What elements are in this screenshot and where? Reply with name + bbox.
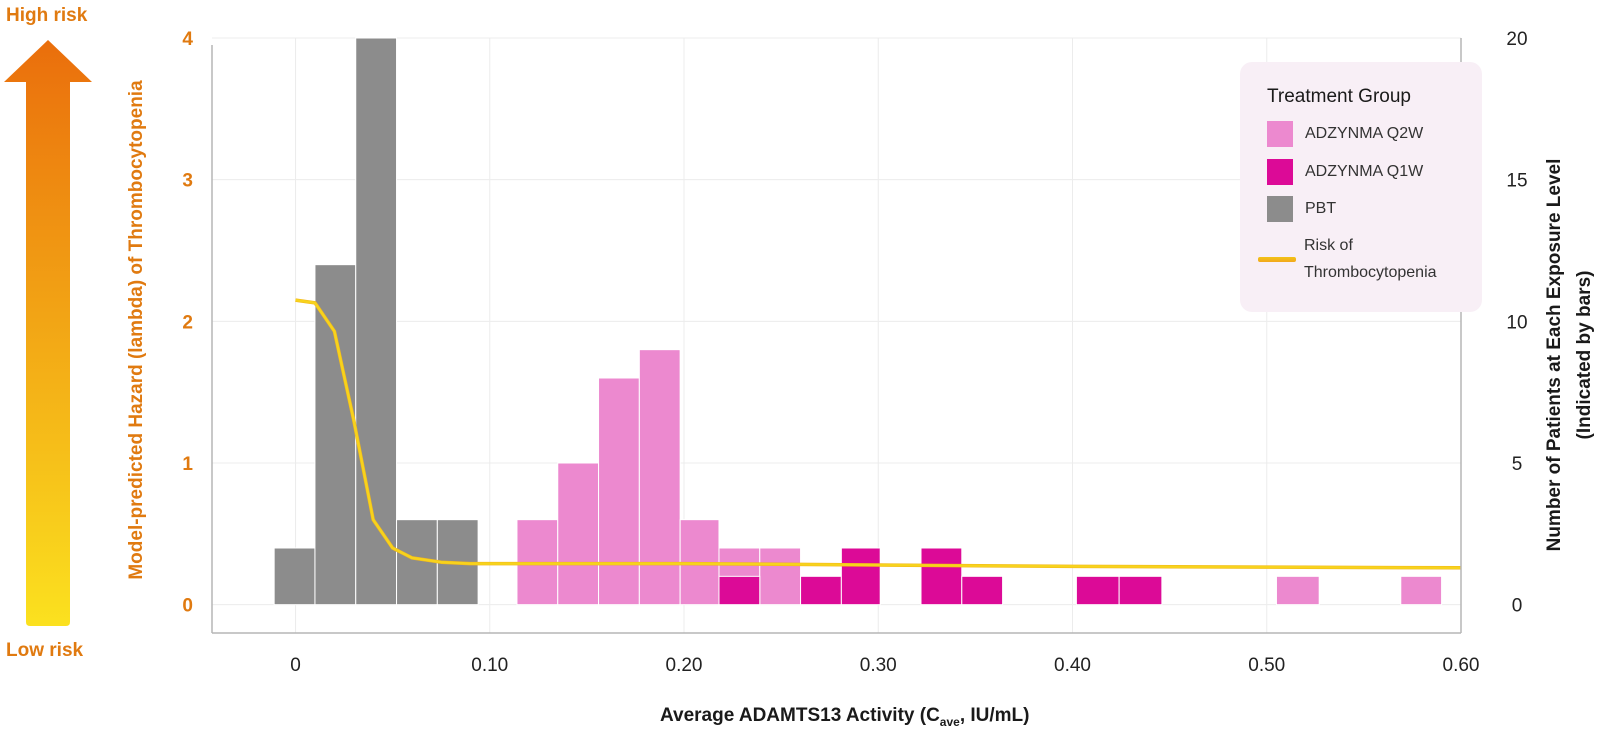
bar-q1w [1118,575,1163,606]
legend-item-q2w: ADZYNMA Q2W [1267,120,1423,148]
legend-label-risk-line1: Risk of [1304,237,1353,254]
legend-swatch-q1w [1267,159,1293,185]
x-tick-labels: 0 0.10 0.20 0.30 0.40 0.50 0.60 [290,655,1479,676]
x-tick-label: 0 [290,655,301,676]
low-risk-label: Low risk [6,640,84,661]
risk-arrow-icon [4,40,92,626]
bar-q1w [961,575,1004,606]
y-left-tick-label: 4 [182,29,193,50]
legend-label-q1w: ADZYNMA Q1W [1305,163,1424,180]
x-tick-label: 0.30 [860,655,897,676]
bar-pbt [314,264,357,606]
bar-q1w [920,547,963,606]
bar-q2w [638,349,681,606]
legend-swatch-pbt [1267,196,1293,222]
right-axis-title: Number of Patients at Each Exposure Leve… [1540,159,1600,552]
y-right-tick-label: 10 [1506,312,1527,333]
legend-label-q2w: ADZYNMA Q2W [1305,125,1424,142]
bar-q2w [1275,575,1320,606]
legend-label-risk: Risk of Thrombocytopenia [1304,232,1437,286]
bar-q2w [598,377,640,606]
x-axis-title-main: Average ADAMTS13 Activity (C [660,705,940,726]
x-axis-title-end: , IU/mL) [959,705,1030,726]
bar-q2w [557,462,600,606]
risk-curve-line [295,298,1462,570]
x-tick-label: 0.40 [1054,655,1091,676]
right-axis-title-line1: Number of Patients at Each Exposure Leve… [1544,158,1565,552]
legend-line-risk [1258,256,1296,262]
y-left-tick-labels: 0 1 2 3 4 [182,29,193,617]
right-axis-title-line2: (Indicated by bars) [1574,270,1595,440]
y-right-tick-label: 15 [1506,171,1527,192]
bar-q2w [1400,575,1443,606]
y-right-tick-label: 5 [1512,454,1523,475]
legend-label-risk-line2: Thrombocytopenia [1304,264,1437,281]
legend-item-pbt: PBT [1267,195,1336,223]
bar-q1w [1075,575,1120,606]
left-axis-title: Model-predicted Hazard (lambda) of Throm… [126,80,147,580]
legend: Treatment Group ADZYNMA Q2W ADZYNMA Q1W … [1240,62,1482,312]
legend-label-pbt: PBT [1305,200,1337,217]
bar-pbt [355,37,398,606]
x-tick-label: 0.10 [471,655,508,676]
bar-q1w [718,575,761,606]
y-left-tick-label: 2 [182,312,193,333]
x-tick-label: 0.60 [1443,655,1480,676]
y-right-tick-label: 20 [1506,29,1527,50]
bar-q1w [840,547,881,606]
high-risk-label: High risk [6,5,88,26]
x-tick-label: 0.20 [666,655,703,676]
bar-q2w [759,547,802,606]
x-axis-title-subscript: ave [939,714,960,729]
y-left-tick-label: 0 [182,596,193,617]
risk-curve-group [295,298,1462,570]
y-right-tick-labels: 0 5 10 15 20 [1506,29,1527,617]
y-right-tick-label: 0 [1512,596,1523,617]
histogram-bars [273,37,1443,606]
x-axis-title: Average ADAMTS13 Activity (Cave, IU/mL) [660,705,1030,729]
legend-item-q1w: ADZYNMA Q1W [1267,158,1423,186]
legend-swatch-q2w [1267,121,1293,147]
bar-pbt [273,547,316,606]
bar-q1w [800,575,842,606]
x-tick-label: 0.50 [1248,655,1285,676]
y-left-tick-label: 1 [182,454,193,475]
legend-item-risk: Risk of Thrombocytopenia [1258,232,1437,286]
y-left-tick-label: 3 [182,171,193,192]
legend-title: Treatment Group [1267,86,1411,107]
